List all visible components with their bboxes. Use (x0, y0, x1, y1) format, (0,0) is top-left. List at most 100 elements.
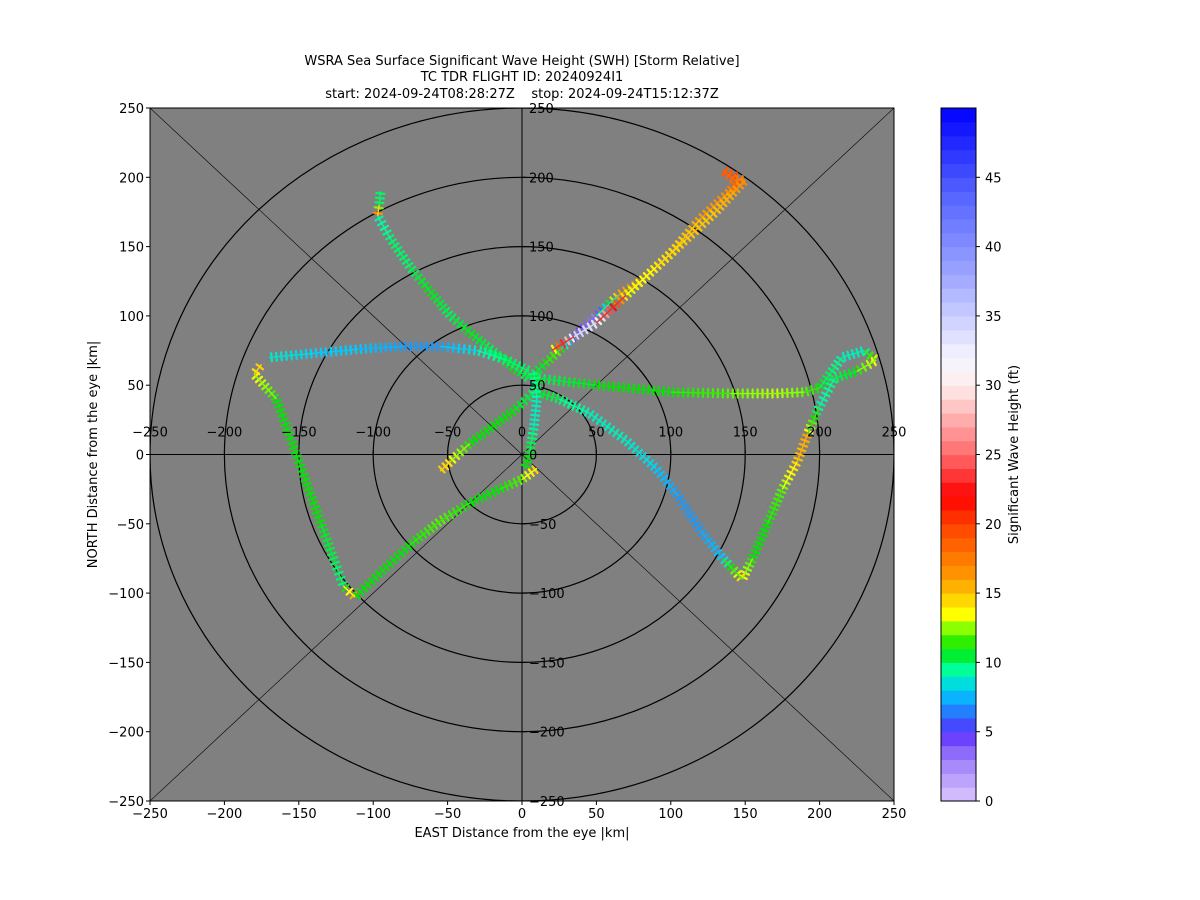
colorbar-band (941, 731, 976, 747)
colorbar-band (941, 121, 976, 137)
track-segment (551, 336, 575, 352)
track-segment (796, 433, 809, 462)
center-x-tick-label: 150 (733, 426, 758, 441)
track-segment (834, 370, 858, 379)
colorbar-band (941, 191, 976, 206)
colorbar-band (941, 703, 976, 719)
track-segment (818, 377, 836, 407)
center-y-tick-label: 250 (529, 102, 554, 117)
y-tick-label: 100 (119, 310, 144, 325)
track-segment (342, 585, 356, 598)
track-segment (469, 331, 493, 352)
center-y-tick-label: 200 (529, 171, 554, 186)
track-segment (625, 440, 657, 469)
colorbar-tick-label: 40 (985, 241, 1002, 256)
track-segment (655, 467, 679, 497)
colorbar-band (941, 205, 976, 220)
colorbar-band (941, 717, 976, 733)
track-segment (376, 204, 380, 217)
track-segment (335, 565, 345, 587)
colorbar-band (941, 260, 976, 275)
flight-tracks (251, 166, 878, 600)
y-tick-label: 250 (119, 102, 144, 117)
colorbar-tick-label: 45 (985, 171, 1002, 186)
center-y-tick-label: 150 (529, 241, 554, 256)
center-x-tick-label: 100 (658, 426, 683, 441)
flight-track-3 (550, 166, 748, 354)
track-segment (268, 352, 314, 359)
y-tick-label: −150 (108, 656, 144, 671)
center-y-tick-label: 100 (529, 310, 554, 325)
colorbar-band (941, 662, 976, 677)
x-tick-label: −200 (207, 807, 243, 822)
track-segment (378, 191, 382, 206)
track-segment (670, 391, 731, 395)
colorbar-band (941, 288, 976, 303)
center-y-tick-label: −200 (529, 726, 565, 741)
track-segment (380, 544, 411, 573)
track-segment (290, 440, 307, 483)
colorbar-band (941, 676, 976, 691)
center-y-tick-label: −150 (529, 656, 565, 671)
colorbar-label: Significant Wave Height (ft) (1007, 365, 1022, 544)
track-segment (734, 179, 746, 192)
colorbar-band (941, 399, 976, 414)
y-tick-label: −200 (108, 726, 144, 741)
colorbar-band (941, 177, 976, 192)
track-segment (588, 412, 627, 442)
track-segment (595, 294, 620, 317)
x-tick-label: 200 (807, 807, 832, 822)
flight-track-5 (251, 363, 358, 600)
track-segment (573, 322, 597, 338)
center-x-tick-label: 50 (588, 426, 605, 441)
track-segment (390, 239, 411, 268)
track-segment (536, 391, 560, 400)
center-x-tick-label: −50 (434, 426, 461, 441)
colorbar-tick-label: 10 (985, 656, 1002, 671)
y-tick-label: −250 (108, 795, 144, 810)
colorbar-band (941, 648, 976, 663)
track-segment (514, 391, 535, 411)
colorbar-tick-label: 35 (985, 310, 1002, 325)
colorbar-band (941, 509, 976, 525)
colorbar-band (941, 620, 976, 636)
x-tick-label: 0 (518, 807, 526, 822)
y-tick-label: −50 (117, 518, 144, 533)
colorbar-band (941, 135, 976, 151)
colorbar-band (941, 759, 976, 774)
track-segment (766, 488, 784, 525)
colorbar-band (941, 454, 976, 469)
x-tick-label: 150 (733, 807, 758, 822)
track-segment (305, 481, 322, 525)
x-axis-label: EAST Distance from the eye |km| (414, 826, 629, 841)
outer-axis-ticks: −250 −200 −150 −100 −50 0 50 100 150 200 250−250−2… (108, 102, 906, 822)
x-tick-label: 250 (882, 807, 907, 822)
colorbar-band (941, 246, 976, 262)
x-tick-label: −250 (132, 807, 168, 822)
colorbar-band (941, 343, 976, 359)
center-y-tick-label: 50 (529, 379, 546, 394)
center-x-tick-label: 0 (518, 426, 526, 441)
center-y-tick-label: −250 (529, 795, 565, 810)
track-segment (625, 266, 657, 296)
track-segment (320, 523, 337, 566)
flight-track-8 (803, 346, 878, 435)
colorbar-band (941, 218, 976, 234)
colorbar-tick-label: 30 (985, 379, 1002, 394)
track-segment (439, 502, 471, 522)
colorbar-tick-label: 5 (985, 726, 993, 741)
flight-track-6 (353, 465, 539, 600)
track-segment (533, 398, 538, 427)
flight-track-4 (268, 341, 531, 375)
track-segment (354, 571, 382, 598)
colorbar-band (941, 745, 976, 761)
track-segment (477, 349, 508, 361)
track-segment (469, 488, 500, 504)
flight-track-11 (438, 377, 544, 474)
chart-title-line-1: WSRA Sea Surface Significant Wave Height… (304, 54, 740, 69)
colorbar-band (941, 634, 976, 650)
track-segment (700, 190, 731, 220)
colorbar-band (941, 523, 976, 539)
track-segment (377, 215, 392, 241)
